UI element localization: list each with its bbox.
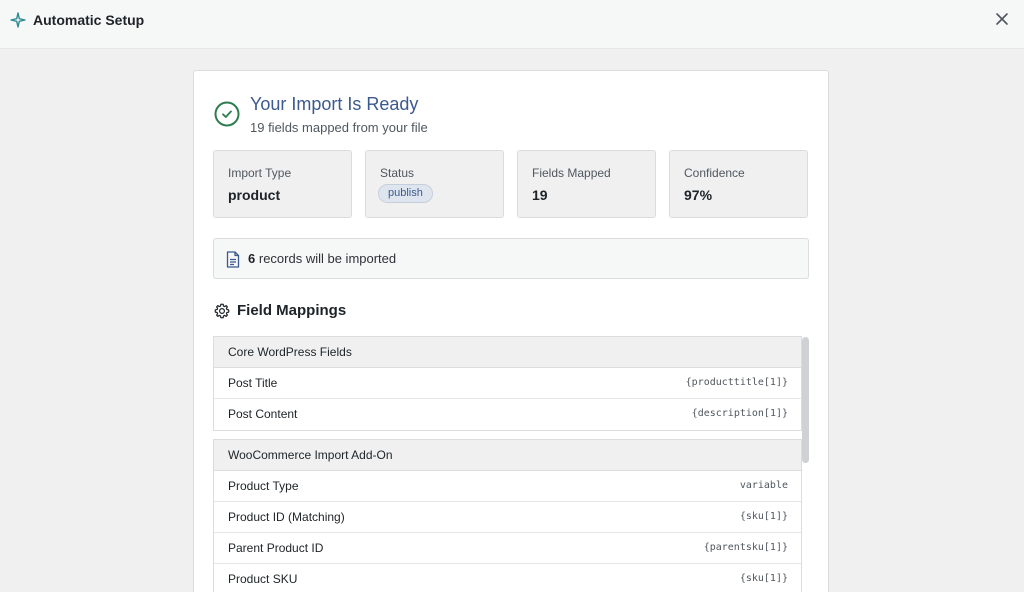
- field-mappings-title: Field Mappings: [237, 302, 347, 319]
- records-text: 6 records will be imported: [248, 251, 396, 267]
- check-circle-icon: [214, 101, 240, 127]
- mapping-group-core: Core WordPress Fields Post Title {produc…: [213, 336, 802, 431]
- mapping-group-title: Core WordPress Fields: [214, 337, 801, 368]
- document-icon: [226, 251, 240, 268]
- mapping-field-value: {parentsku[1]}: [703, 542, 788, 553]
- mapping-row: Product Type variable: [214, 471, 801, 502]
- stat-label: Confidence: [684, 166, 745, 180]
- stat-value: 97%: [684, 187, 713, 203]
- mapping-field-value: variable: [739, 480, 788, 491]
- stat-fields-mapped: Fields Mapped 19: [517, 150, 656, 218]
- mapping-field-value: {producttitle[1]}: [685, 377, 788, 388]
- mapping-row: Post Title {producttitle[1]}: [214, 368, 801, 399]
- records-count: 6: [248, 251, 256, 266]
- mapping-row: Parent Product ID {parentsku[1]}: [214, 533, 801, 564]
- mapping-field-value: {sku[1]}: [739, 511, 788, 522]
- stat-status: Status publish: [365, 150, 504, 218]
- mapping-group-woocommerce: WooCommerce Import Add-On Product Type v…: [213, 439, 802, 592]
- stat-confidence: Confidence 97%: [669, 150, 808, 218]
- mapping-field-name: Product ID (Matching): [228, 510, 345, 524]
- mapping-row: Product SKU {sku[1]}: [214, 564, 801, 592]
- mapping-field-name: Post Content: [228, 407, 298, 421]
- import-ready-subtitle: 19 fields mapped from your file: [250, 120, 428, 135]
- stat-label: Import Type: [228, 166, 292, 180]
- mapping-row: Product ID (Matching) {sku[1]}: [214, 502, 801, 533]
- records-notice: 6 records will be imported: [213, 238, 809, 279]
- stat-label: Fields Mapped: [532, 166, 611, 180]
- mappings-scrollbar[interactable]: [802, 337, 809, 463]
- modal-title: Automatic Setup: [33, 12, 145, 28]
- mapping-group-title: WooCommerce Import Add-On: [214, 440, 801, 471]
- gear-icon: [214, 303, 230, 319]
- mapping-row: Post Content {description[1]}: [214, 399, 801, 430]
- stat-value: product: [228, 187, 281, 203]
- stat-import-type: Import Type product: [213, 150, 352, 218]
- records-label: records will be imported: [258, 251, 397, 266]
- mapping-field-name: Product Type: [228, 479, 299, 493]
- mapping-field-name: Parent Product ID: [228, 541, 324, 555]
- close-icon[interactable]: [994, 11, 1010, 27]
- stat-label: Status: [380, 166, 415, 180]
- import-ready-title: Your Import Is Ready: [250, 94, 419, 114]
- mapping-field-value: {sku[1]}: [739, 573, 788, 584]
- import-summary-card: Your Import Is Ready 19 fields mapped fr…: [193, 70, 829, 592]
- mapping-field-value: {description[1]}: [691, 408, 788, 419]
- mapping-field-name: Post Title: [228, 376, 278, 390]
- mapping-field-name: Product SKU: [228, 572, 298, 586]
- modal-header: Automatic Setup: [0, 0, 1024, 49]
- stat-value: 19: [532, 187, 548, 203]
- status-badge: publish: [378, 184, 433, 203]
- sparkle-icon: [10, 12, 26, 28]
